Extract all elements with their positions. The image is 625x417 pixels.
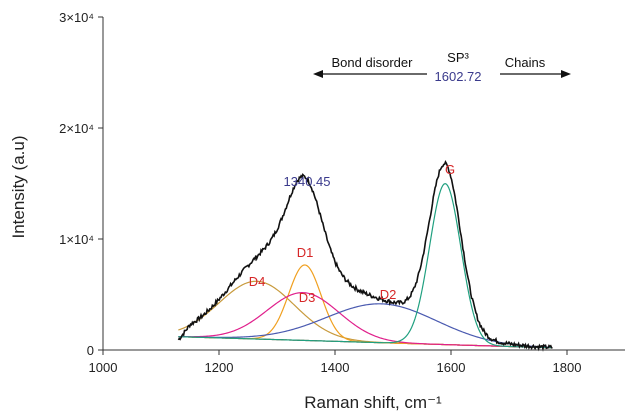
ticks: 1000 1200 1400 1600 1800 0 1×10⁴ 2×10⁴ 3×10⁴: [59, 10, 581, 375]
y-tick-label: 0: [87, 343, 94, 358]
x-tick-label: 1600: [437, 360, 466, 375]
peak-value-1602: 1602.72: [435, 69, 482, 84]
label-d2: D2: [380, 287, 397, 302]
sp3-label: SP³: [447, 50, 469, 65]
component-d2-line: [178, 303, 552, 349]
component-g-line: [178, 183, 552, 349]
x-tick-label: 1400: [321, 360, 350, 375]
x-tick-label: 1000: [89, 360, 118, 375]
plot-area: [177, 160, 553, 352]
label-d3: D3: [299, 290, 316, 305]
peak-value-1340: 1340.45: [284, 174, 331, 189]
x-axis-title: Raman shift, cm⁻¹: [304, 393, 442, 412]
measured-spectrum-line: [177, 160, 553, 352]
x-tick-label: 1200: [205, 360, 234, 375]
y-tick-label: 2×10⁴: [59, 121, 94, 136]
y-tick-label: 1×10⁴: [59, 232, 94, 247]
x-tick-label: 1800: [553, 360, 582, 375]
label-g: G: [445, 162, 455, 177]
component-d1-line: [178, 264, 552, 349]
chains-label: Chains: [505, 55, 546, 70]
y-tick-label: 3×10⁴: [59, 10, 94, 25]
label-d1: D1: [297, 245, 314, 260]
bond-disorder-label: Bond disorder: [332, 55, 414, 70]
label-d4: D4: [249, 274, 266, 289]
y-axis-title: Intensity (a.u): [9, 136, 28, 239]
bond-disorder-arrow: [313, 70, 427, 78]
component-d3-line: [178, 292, 552, 349]
chains-arrow: [500, 70, 571, 78]
